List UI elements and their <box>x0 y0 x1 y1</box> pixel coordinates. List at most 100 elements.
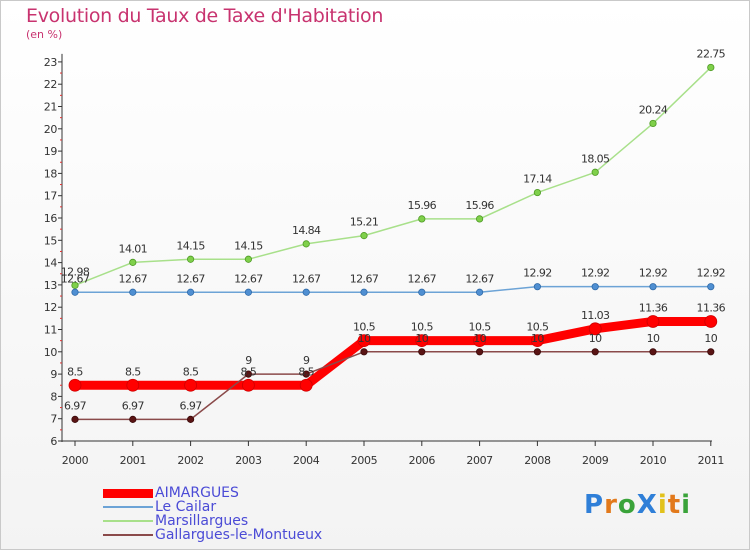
data-point <box>360 348 368 356</box>
y-tick-label: 12 <box>44 301 57 314</box>
data-point <box>591 168 599 176</box>
data-point <box>357 334 371 348</box>
data-label: 15.96 <box>408 199 437 212</box>
data-point <box>129 415 137 423</box>
x-tick-label: 2007 <box>466 454 493 467</box>
data-point <box>415 334 429 348</box>
data-point <box>591 348 599 356</box>
data-point <box>71 288 79 296</box>
data-label: 12.67 <box>292 272 321 285</box>
series-marsillargues <box>71 63 715 289</box>
data-point <box>299 378 313 392</box>
x-tick-label: 2005 <box>351 454 378 467</box>
y-tick-label: 10 <box>44 346 58 359</box>
data-label: 20.24 <box>639 103 668 116</box>
data-label: 8.5 <box>241 365 257 378</box>
data-point <box>649 283 657 291</box>
chart-title: Evolution du Taux de Taxe d'Habitation <box>26 5 384 27</box>
y-tick-label: 21 <box>44 101 57 114</box>
series-aimargues <box>68 315 718 392</box>
labels-le-cailar: 12.67 12.67 12.67 12.67 12.67 12.67 12.67 12.67… <box>61 267 726 286</box>
data-label: 12.67 <box>61 272 90 285</box>
data-label: 10 <box>589 332 602 345</box>
data-point <box>588 322 602 336</box>
series-line <box>74 285 712 294</box>
data-point <box>302 370 310 378</box>
labels-gallargues-le-montueux: 6.97 6.97 6.97 9 9 10 10 10 10 10 10 10 <box>64 332 718 413</box>
x-tick-label: 2009 <box>582 454 609 467</box>
data-point <box>187 415 195 423</box>
data-point <box>475 288 484 296</box>
data-point <box>473 334 487 348</box>
data-label: 8.5 <box>298 365 314 378</box>
axes: 6 7 8 9 10 11 12 13 14 15 16 17 18 19 20 21 22 23 2000 2001… <box>44 53 724 467</box>
data-point <box>184 378 198 392</box>
data-labels: 12.98 14.01 14.15 14.15 14.84 15.21 15.96 15.96… <box>61 47 726 412</box>
data-label: 12.67 <box>234 272 263 285</box>
data-label: 12.92 <box>523 267 552 280</box>
data-label: 6.97 <box>64 399 87 412</box>
series-line <box>74 66 712 287</box>
x-tick-label: 2006 <box>409 454 436 467</box>
data-label: 14.15 <box>176 239 205 252</box>
data-label: 9 <box>303 354 310 367</box>
x-tick-label: 2001 <box>120 454 146 467</box>
legend-swatch <box>103 488 153 498</box>
y-tick-label: 13 <box>44 279 58 292</box>
data-label: 12.92 <box>639 267 668 280</box>
data-label: 10 <box>473 332 486 345</box>
data-point <box>244 370 252 378</box>
data-label: 11.36 <box>639 301 668 314</box>
series-gallargues-le-montueux <box>71 348 715 423</box>
data-point <box>649 348 657 356</box>
data-label: 8.5 <box>67 365 83 378</box>
data-label: 15.96 <box>465 199 494 212</box>
y-tick-label: 23 <box>44 56 58 69</box>
data-label: 11.36 <box>697 301 726 314</box>
proxiti-logo: ProXiti <box>584 490 692 520</box>
data-point <box>129 288 137 296</box>
data-point <box>475 215 484 223</box>
legend-swatch <box>103 506 153 508</box>
data-label: 14.15 <box>234 239 263 252</box>
data-label: 10 <box>531 332 544 345</box>
data-point <box>360 288 368 296</box>
y-tick-label: 20 <box>44 123 58 136</box>
data-label: 10.5 <box>526 321 549 334</box>
legend-label: AIMARGUES <box>155 485 239 501</box>
data-point <box>533 283 542 291</box>
x-tick-label: 2010 <box>640 454 667 467</box>
legend-swatch <box>103 520 153 522</box>
data-label: 9 <box>245 354 252 367</box>
x-tick-label: 2008 <box>524 454 551 467</box>
y-tick-label: 14 <box>44 257 58 270</box>
legend-label: Le Cailar <box>155 499 217 515</box>
x-tick-label: 2000 <box>62 454 89 467</box>
data-point <box>241 378 255 392</box>
series-line <box>74 351 712 421</box>
data-point <box>302 240 310 248</box>
data-point <box>187 288 195 296</box>
data-label: 12.67 <box>408 272 437 285</box>
y-tick-label: 16 <box>44 212 58 225</box>
data-label: 10 <box>647 332 660 345</box>
data-point <box>531 334 544 348</box>
y-tick-label: 9 <box>50 368 57 381</box>
y-tick-label: 22 <box>44 78 57 91</box>
data-point <box>707 63 715 72</box>
data-point <box>707 283 715 291</box>
data-point <box>646 315 660 328</box>
legend-swatch <box>103 534 153 536</box>
data-label: 10 <box>415 332 428 345</box>
data-point <box>244 255 252 263</box>
data-point <box>126 378 140 392</box>
y-tick-label: 7 <box>50 413 57 426</box>
chart-subtitle: (en %) <box>26 28 63 41</box>
data-point <box>244 288 252 296</box>
data-label: 12.67 <box>176 272 205 285</box>
data-label: 22.75 <box>697 47 726 60</box>
data-label: 10.5 <box>469 321 492 334</box>
data-label: 14.01 <box>119 242 148 255</box>
data-point <box>71 415 79 423</box>
